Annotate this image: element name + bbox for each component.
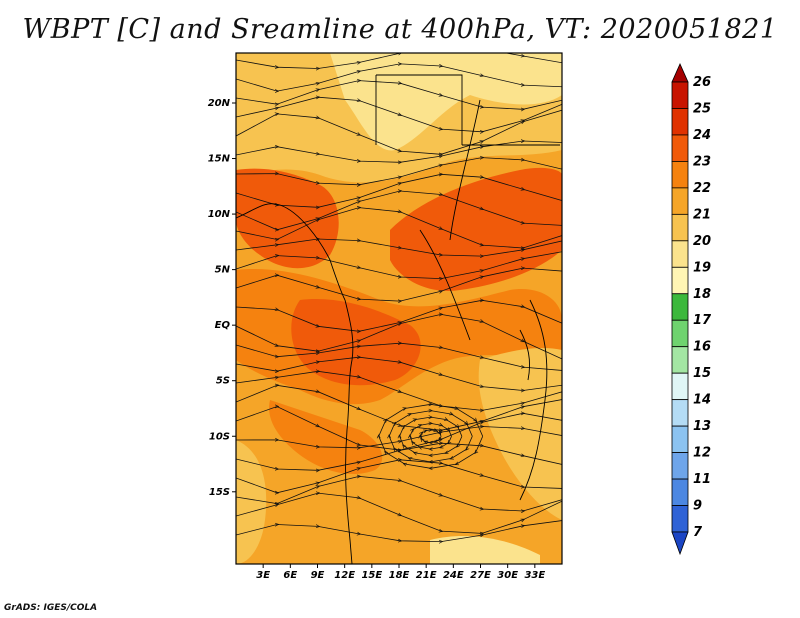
lon-tick-label: 15E: [361, 570, 382, 581]
colorbar-swatch: [671, 161, 689, 189]
lat-tick-label: 20N: [208, 98, 231, 109]
colorbar-swatch: [671, 108, 689, 136]
colorbar-label: 11: [693, 472, 711, 487]
colorbar-swatch: [671, 81, 689, 109]
colorbar-swatch: [671, 425, 689, 453]
colorbar-label: 7: [693, 525, 703, 540]
colorbar-label: 20: [693, 234, 711, 249]
colorbar-label: 13: [693, 419, 711, 434]
colorbar-swatch: [671, 134, 689, 162]
colorbar-label: 9: [693, 499, 702, 514]
lon-tick-label: 9E: [311, 570, 325, 581]
lon-tick-label: 24E: [443, 570, 464, 581]
lat-tick-label: EQ: [215, 320, 231, 331]
lat-tick-label: 15N: [208, 154, 231, 165]
colorbar-label: 24: [693, 128, 711, 143]
colorbar-swatch: [671, 452, 689, 480]
colorbar-swatch: [671, 346, 689, 374]
longitude-axis: 3E 6E 9E 12E 15E 18E 21E 24E 27E 30E 33E: [256, 564, 545, 581]
lat-tick-label: 10N: [208, 209, 231, 220]
colorbar-label: 22: [693, 181, 711, 196]
lon-tick-label: 27E: [470, 570, 491, 581]
grads-credit: GrADS: IGES/COLA: [4, 603, 98, 613]
colorbar-label: 12: [693, 446, 711, 461]
colorbar: 26 25 24 23 22 21 20 19 18 17 16 15 14 13 12 11 9 7: [671, 63, 712, 556]
latitude-axis: 20N 15N 10N 5N EQ 5S 10S 15S: [208, 98, 236, 498]
chart-title: WBPT [C] and Sreamline at 400hPa, VT: 20…: [22, 14, 778, 45]
lat-tick-label: 5N: [215, 265, 231, 276]
lon-tick-label: 12E: [334, 570, 355, 581]
lat-tick-label: 15S: [209, 487, 230, 498]
colorbar-swatch: [671, 372, 689, 401]
lon-tick-label: 3E: [256, 570, 270, 581]
east-coast: [519, 299, 548, 501]
inner-borders: [419, 99, 481, 341]
lon-tick-label: 30E: [497, 570, 518, 581]
colorbar-label: 14: [693, 393, 711, 408]
sahara-borders: [375, 74, 560, 146]
lat-tick-label: 5S: [216, 376, 230, 387]
colorbar-label: 16: [693, 340, 711, 355]
colorbar-label: 26: [693, 75, 711, 90]
streamline: [236, 520, 562, 541]
colorbar-swatch: [671, 213, 689, 242]
lon-tick-label: 21E: [416, 570, 437, 581]
colorbar-label: 25: [693, 101, 711, 116]
streamline: [379, 404, 484, 468]
colorbar-label: 17: [693, 313, 712, 328]
lake-victoria: [519, 329, 531, 381]
colorbar-swatch: [671, 240, 689, 268]
colorbar-swatch: [671, 399, 689, 427]
lat-tick-label: 10S: [209, 431, 230, 442]
colorbar-top-arrow: [671, 63, 689, 83]
atlantic-coast: [344, 299, 354, 564]
lon-tick-label: 33E: [524, 570, 545, 581]
lon-tick-label: 18E: [389, 570, 410, 581]
colorbar-swatch: [671, 478, 689, 506]
lon-tick-label: 6E: [283, 570, 297, 581]
colorbar-swatch: [671, 266, 689, 295]
wbpt-shading: [236, 53, 562, 564]
colorbar-swatch: [671, 293, 689, 321]
colorbar-label: 21: [693, 207, 711, 222]
coastlines: [236, 74, 560, 564]
colorbar-label: 15: [693, 366, 711, 381]
colorbar-label: 23: [693, 154, 711, 169]
colorbar-bottom-arrow: [671, 531, 689, 556]
colorbar-label: 18: [693, 287, 711, 302]
colorbar-swatch: [671, 319, 689, 348]
west-africa-coast: [236, 203, 346, 301]
colorbar-swatch: [671, 187, 689, 215]
colorbar-label: 19: [693, 260, 711, 275]
streamline: [236, 239, 562, 256]
colorbar-swatch: [671, 505, 689, 533]
